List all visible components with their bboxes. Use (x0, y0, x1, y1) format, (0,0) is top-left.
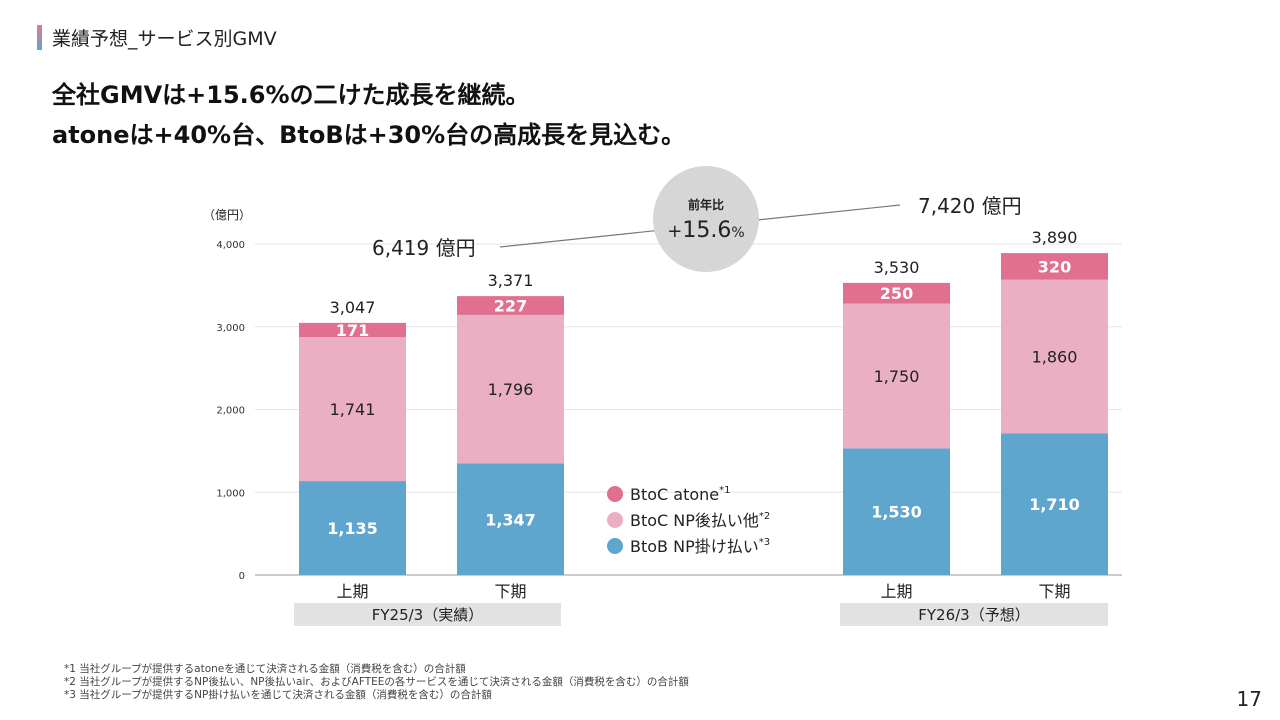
x-group-label: FY25/3（実績） (372, 606, 483, 624)
bar-segment (299, 337, 406, 482)
legend-label: BtoC atone*1 (630, 485, 731, 504)
headline-line-2: atoneは+40%台、BtoBは+30%台の高成長を見込む。 (52, 121, 686, 149)
legend-marker (607, 512, 623, 528)
bar-total-label: 3,890 (1032, 228, 1078, 247)
bar-segment (843, 303, 950, 449)
bar-value-label: 1,135 (327, 519, 378, 538)
footnote-1: *1 当社グループが提供するatoneを通じて決済される金額（消費税を含む）の合… (64, 663, 466, 675)
section-accent-bar (37, 25, 42, 50)
section-title: 業績予想_サービス別GMV (52, 28, 277, 50)
bar-value-label: 1,710 (1029, 495, 1080, 514)
bar-value-label: 1,860 (1032, 348, 1078, 367)
yoy-circle (653, 166, 759, 272)
x-category-label: 下期 (1038, 582, 1070, 601)
bar-total-label: 3,371 (488, 271, 534, 290)
bar-total-label: 3,047 (330, 298, 376, 317)
footnote-2: *2 当社グループが提供するNP後払い、NP後払いair、およびAFTEEの各サ… (64, 676, 689, 688)
footnote-3: *3 当社グループが提供するNP掛け払いを通じて決済される金額（消費税を含む）の… (64, 689, 492, 701)
bar-segment (1001, 433, 1108, 575)
footnotes: *1 当社グループが提供するatoneを通じて決済される金額（消費税を含む）の合… (64, 663, 689, 702)
x-group-label: FY26/3（予想） (918, 606, 1029, 624)
legend-marker (607, 486, 623, 502)
fy25-total-annotation: 6,419 億円 (372, 236, 476, 260)
bar-segment (299, 322, 406, 338)
yoy-value: +15.6% (667, 218, 744, 243)
x-category-label: 上期 (336, 582, 368, 601)
bar-segment (457, 314, 564, 464)
bar-segment (457, 463, 564, 575)
bar-segment (457, 296, 564, 315)
yoy-label: 前年比 (688, 197, 724, 212)
bar-value-label: 320 (1038, 257, 1071, 276)
bar-segment (1001, 279, 1108, 434)
bar-total-label: 3,530 (874, 258, 920, 277)
bar-value-label: 250 (880, 284, 913, 303)
bar-segment (1001, 253, 1108, 280)
x-category-label: 下期 (494, 582, 526, 601)
y-axis-unit: （億円） (203, 208, 252, 222)
bar-value-label: 227 (494, 297, 527, 316)
y-tick-label: 1,000 (216, 488, 245, 499)
bar-value-label: 1,796 (488, 380, 534, 399)
x-group-box (294, 603, 561, 626)
headline-line-1: 全社GMVは+15.6%の二けた成長を継続。 (52, 81, 530, 109)
legend-label: BtoB NP掛け払い*3 (630, 537, 770, 556)
bar-value-label: 171 (336, 321, 369, 340)
bar-value-label: 1,750 (874, 367, 920, 386)
y-tick-label: 2,000 (216, 406, 245, 417)
y-tick-label: 4,000 (216, 240, 245, 251)
y-tick-label: 0 (239, 571, 245, 582)
bar-segment (843, 282, 950, 304)
fy26-total-annotation: 7,420 億円 (918, 194, 1022, 218)
bar-value-label: 1,347 (485, 510, 536, 529)
x-category-label: 上期 (880, 582, 912, 601)
page-number: 17 (1236, 687, 1262, 711)
bar-value-label: 1,741 (330, 400, 376, 419)
legend-label: BtoC NP後払い他*2 (630, 511, 770, 530)
legend-marker (607, 538, 623, 554)
y-tick-label: 3,000 (216, 323, 245, 334)
bar-value-label: 1,530 (871, 503, 922, 522)
bar-segment (299, 481, 406, 575)
x-group-box (840, 603, 1108, 626)
bar-segment (843, 448, 950, 575)
